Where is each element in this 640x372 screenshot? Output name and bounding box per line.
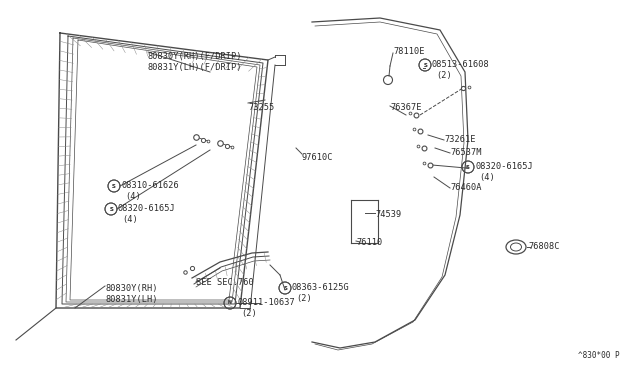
Text: ^830*00 P: ^830*00 P <box>579 351 620 360</box>
Text: N: N <box>228 301 232 305</box>
Text: 80830Y(RH): 80830Y(RH) <box>105 284 157 293</box>
Text: 80831Y(LH)(F/DRIP): 80831Y(LH)(F/DRIP) <box>148 63 243 72</box>
Text: S: S <box>283 285 287 291</box>
Text: (2): (2) <box>241 309 257 318</box>
Text: (4): (4) <box>479 173 495 182</box>
Text: S: S <box>423 62 427 67</box>
Text: S: S <box>109 206 113 212</box>
Text: 97610C: 97610C <box>302 153 333 162</box>
Text: 08320-6165J: 08320-6165J <box>118 204 176 213</box>
Text: 76367E: 76367E <box>390 103 422 112</box>
Text: (2): (2) <box>296 294 312 303</box>
Text: 78110E: 78110E <box>393 47 424 56</box>
Text: S: S <box>109 206 113 212</box>
Text: S: S <box>466 164 470 170</box>
Text: S: S <box>423 62 427 67</box>
Text: (4): (4) <box>125 192 141 201</box>
Text: 08911-10637: 08911-10637 <box>237 298 295 307</box>
Text: 76460A: 76460A <box>450 183 481 192</box>
Text: 74539: 74539 <box>375 210 401 219</box>
Text: S: S <box>112 183 116 189</box>
Text: 73255: 73255 <box>248 103 275 112</box>
Text: SEE SEC.760: SEE SEC.760 <box>196 278 253 287</box>
Text: S: S <box>283 285 287 291</box>
Text: 76808C: 76808C <box>528 242 559 251</box>
Text: 08513-61608: 08513-61608 <box>432 60 490 69</box>
Text: 08320-6165J: 08320-6165J <box>475 162 532 171</box>
Text: (4): (4) <box>122 215 138 224</box>
Text: (2): (2) <box>436 71 452 80</box>
Text: 76537M: 76537M <box>450 148 481 157</box>
Text: 80831Y(LH): 80831Y(LH) <box>105 295 157 304</box>
Text: 73261E: 73261E <box>444 135 476 144</box>
Text: 76110: 76110 <box>356 238 382 247</box>
Text: 08363-6125G: 08363-6125G <box>292 283 349 292</box>
Text: 80830Y(RH)(F/DRIP): 80830Y(RH)(F/DRIP) <box>148 52 243 61</box>
Text: N: N <box>228 301 232 305</box>
Text: S: S <box>466 164 470 170</box>
Text: 08310-61626: 08310-61626 <box>121 181 179 190</box>
Text: S: S <box>112 183 116 189</box>
